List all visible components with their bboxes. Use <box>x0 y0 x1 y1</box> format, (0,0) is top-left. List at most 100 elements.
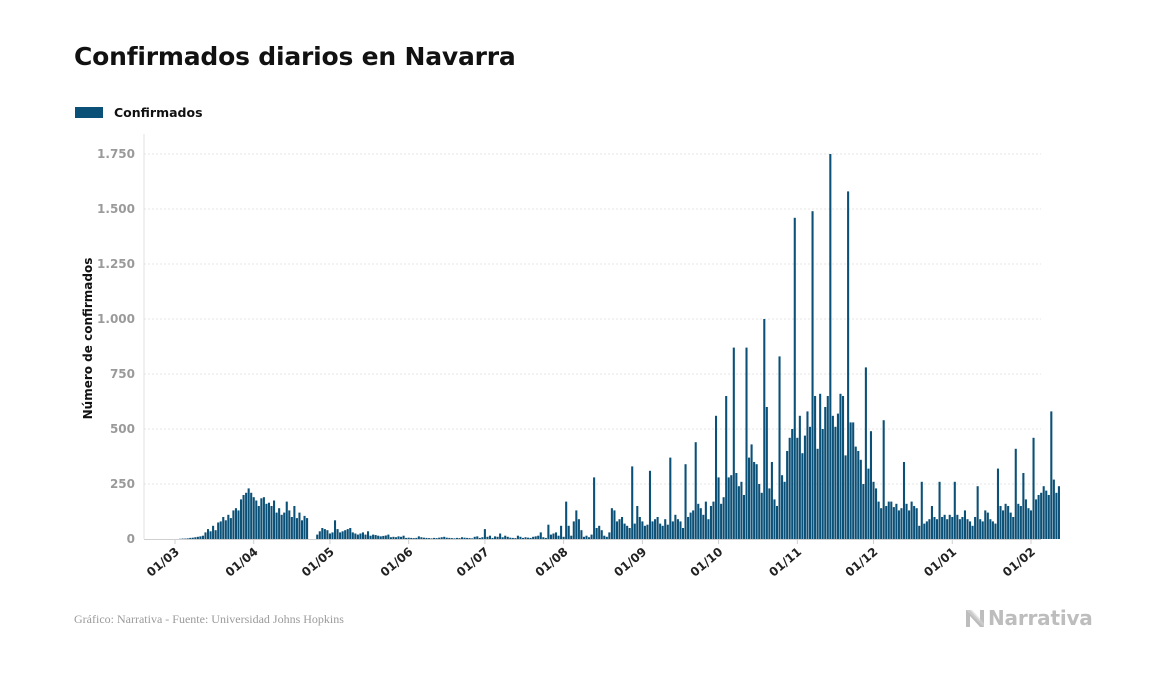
bar <box>882 420 885 539</box>
bar <box>689 512 692 539</box>
bar <box>389 537 392 539</box>
bar <box>750 444 753 539</box>
x-tick-label: 01/08 <box>533 545 571 580</box>
bar <box>702 514 705 539</box>
bar <box>1009 512 1012 539</box>
bar <box>684 464 687 539</box>
bar <box>318 531 321 539</box>
bar <box>641 521 644 539</box>
bar <box>384 535 387 539</box>
bar <box>821 429 824 539</box>
legend-label: Confirmados <box>114 104 203 120</box>
bar <box>1022 473 1025 539</box>
bar <box>529 537 532 539</box>
bar <box>278 508 281 539</box>
x-tick-label: 01/12 <box>843 545 881 580</box>
bar <box>552 533 555 539</box>
bar <box>753 462 756 539</box>
bar <box>1042 486 1045 539</box>
bar <box>803 435 806 539</box>
bar <box>1024 499 1027 539</box>
bar <box>781 475 784 539</box>
bar <box>847 191 850 539</box>
bar <box>509 537 512 539</box>
y-tick-labels: 0 250 500 750 1.000 1.250 1.500 1.750 <box>97 147 135 546</box>
bar <box>224 520 227 539</box>
bar <box>191 537 194 539</box>
bar <box>255 500 258 539</box>
bar <box>212 525 215 539</box>
bar <box>986 512 989 539</box>
bar <box>481 537 484 539</box>
bar <box>532 536 535 539</box>
bar <box>542 537 545 539</box>
bar <box>478 537 481 539</box>
bar <box>549 534 552 539</box>
bar <box>359 533 362 539</box>
bar <box>857 451 860 539</box>
grid-lines <box>144 153 1041 485</box>
bar <box>504 535 507 539</box>
bar <box>595 528 598 539</box>
bar <box>514 538 517 539</box>
bar <box>306 518 309 539</box>
bar <box>717 477 720 539</box>
bar <box>242 495 245 539</box>
bar <box>356 534 359 539</box>
bar <box>267 502 271 539</box>
bar <box>1017 503 1020 539</box>
bar <box>483 529 486 539</box>
bar <box>519 536 522 539</box>
bar <box>720 503 723 539</box>
bar <box>770 462 773 539</box>
bar <box>427 538 431 539</box>
bar <box>831 415 834 539</box>
brand-name: Narrativa <box>988 606 1093 630</box>
bar <box>709 506 712 539</box>
bar <box>631 466 634 539</box>
bar <box>415 537 418 539</box>
brand: Narrativa <box>964 604 1093 632</box>
bar <box>676 519 679 539</box>
bar <box>316 534 319 539</box>
bar <box>697 503 700 539</box>
bar <box>880 508 883 539</box>
bar <box>897 510 900 539</box>
bar <box>476 536 479 539</box>
bar <box>946 519 949 539</box>
bar <box>605 536 608 539</box>
bar <box>229 518 232 539</box>
bar <box>275 512 278 539</box>
bar <box>966 519 969 539</box>
bar <box>981 521 984 539</box>
bar <box>181 538 184 540</box>
bar <box>219 521 222 539</box>
bar <box>448 537 451 539</box>
bar <box>829 154 832 539</box>
bar <box>194 537 197 539</box>
bar <box>260 498 263 539</box>
bar <box>270 506 273 539</box>
bar <box>656 517 659 539</box>
bar <box>290 517 293 539</box>
y-tick-label: 1.250 <box>97 257 135 271</box>
y-axis-label: Número de confirmados <box>81 258 95 420</box>
x-tick-label: 01/01 <box>921 545 959 580</box>
bar <box>859 459 862 539</box>
bar <box>539 532 542 539</box>
bar <box>300 520 304 539</box>
bar <box>1029 510 1033 539</box>
bar <box>872 481 875 539</box>
bar <box>875 488 878 539</box>
bar <box>730 475 733 539</box>
bar <box>206 529 210 539</box>
bar <box>382 535 385 539</box>
bar <box>440 537 443 539</box>
y-tick-label: 750 <box>110 367 135 381</box>
bar <box>438 537 441 539</box>
y-tick-label: 500 <box>110 422 135 436</box>
bar <box>460 537 464 539</box>
bar <box>651 521 654 539</box>
bar <box>811 211 814 539</box>
bar <box>186 538 189 539</box>
